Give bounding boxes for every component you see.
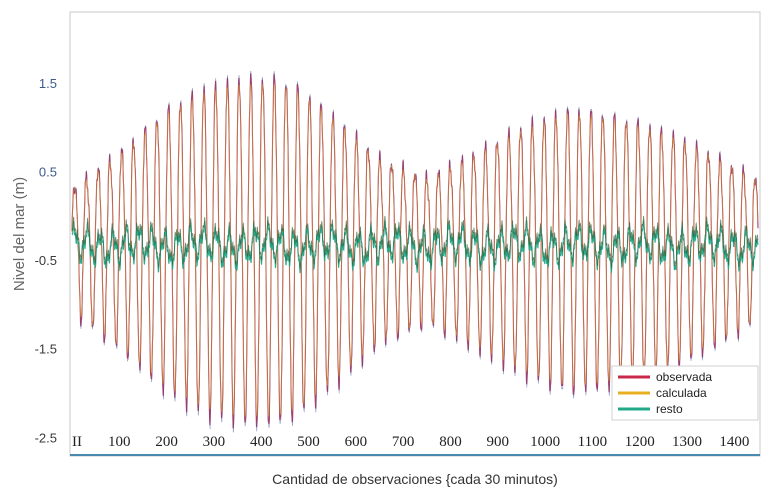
x-tick-label: 300 (203, 434, 226, 450)
y-axis-label: Nivel del mar (m) (11, 177, 28, 291)
x-tick-labels: II 100 200 300 400 500 600 700 800 900 1000 1100 120… (72, 434, 749, 450)
legend: observada calculada resto (611, 365, 759, 421)
legend-label-resto: resto (656, 402, 683, 416)
x-tick-label: 1400 (719, 434, 749, 450)
x-tick-label: 1000 (530, 434, 560, 450)
x-tick-label: 400 (250, 434, 273, 450)
y-tick-label: 0.5 (39, 164, 57, 179)
series-line-resto-dark (71, 215, 759, 269)
x-tick-label: 800 (439, 434, 462, 450)
x-tick-label: 200 (155, 434, 178, 450)
y-tick-label: -1.5 (35, 342, 57, 357)
x-tick-label: 500 (297, 434, 320, 450)
legend-label-observada: observada (656, 370, 712, 384)
x-tick-label: 1100 (578, 434, 607, 450)
x-tick-label: 1300 (672, 434, 702, 450)
legend-label-calculada: calculada (656, 386, 707, 400)
y-tick-labels: 1.5 0.5 -0.5 -1.5 -2.5 (35, 76, 57, 445)
x-axis-label: Cantidad de observaciones {cada 30 minut… (272, 471, 558, 487)
x-tick-label: 600 (345, 434, 368, 450)
x-tick-label: 900 (487, 434, 510, 450)
y-tick-label: 1.5 (39, 76, 57, 91)
y-tick-label: -2.5 (35, 430, 57, 445)
x-tick-label: 100 (108, 434, 131, 450)
x-tick-label: II (72, 434, 82, 450)
legend-box (611, 365, 759, 421)
x-tick-label: 1200 (625, 434, 655, 450)
y-tick-label: -0.5 (35, 253, 57, 268)
x-tick-label: 700 (392, 434, 415, 450)
